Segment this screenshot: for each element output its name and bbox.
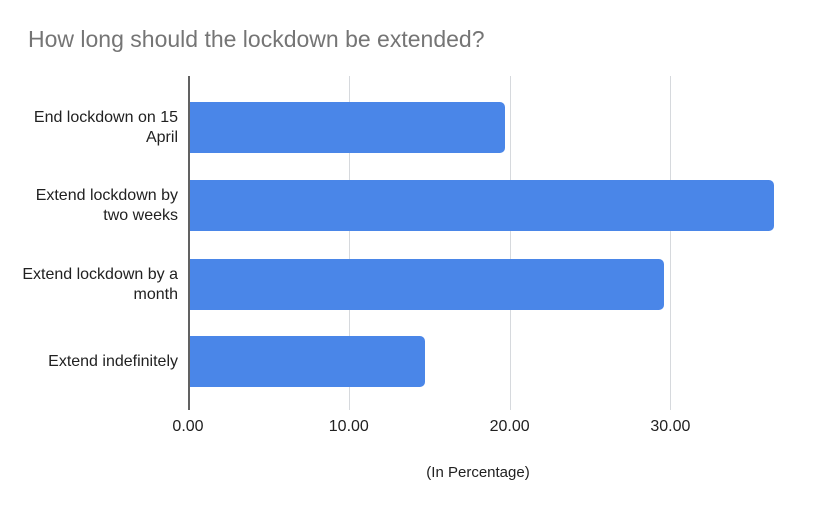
x-tick-label: 30.00 [650, 418, 691, 435]
gridline [509, 76, 511, 410]
x-tick-label: 20.00 [489, 418, 530, 435]
bar [190, 180, 774, 231]
chart-title: How long should the lockdown be extended… [28, 26, 485, 52]
category-label: End lockdown on 15 April [33, 108, 178, 146]
gridline [670, 76, 672, 410]
bar [190, 102, 506, 153]
x-axis-line [188, 76, 190, 410]
x-tick-label: 10.00 [328, 418, 369, 435]
category-label: Extend lockdown by two weeks [35, 186, 178, 224]
x-axis-title: (In Percentage) [426, 464, 530, 481]
bar [190, 259, 665, 310]
category-label: Extend lockdown by a month [22, 265, 178, 303]
category-label: Extend indefinitely [48, 352, 178, 370]
gridline [348, 76, 350, 410]
bar [190, 336, 425, 387]
x-tick-label: 0.00 [172, 418, 204, 435]
